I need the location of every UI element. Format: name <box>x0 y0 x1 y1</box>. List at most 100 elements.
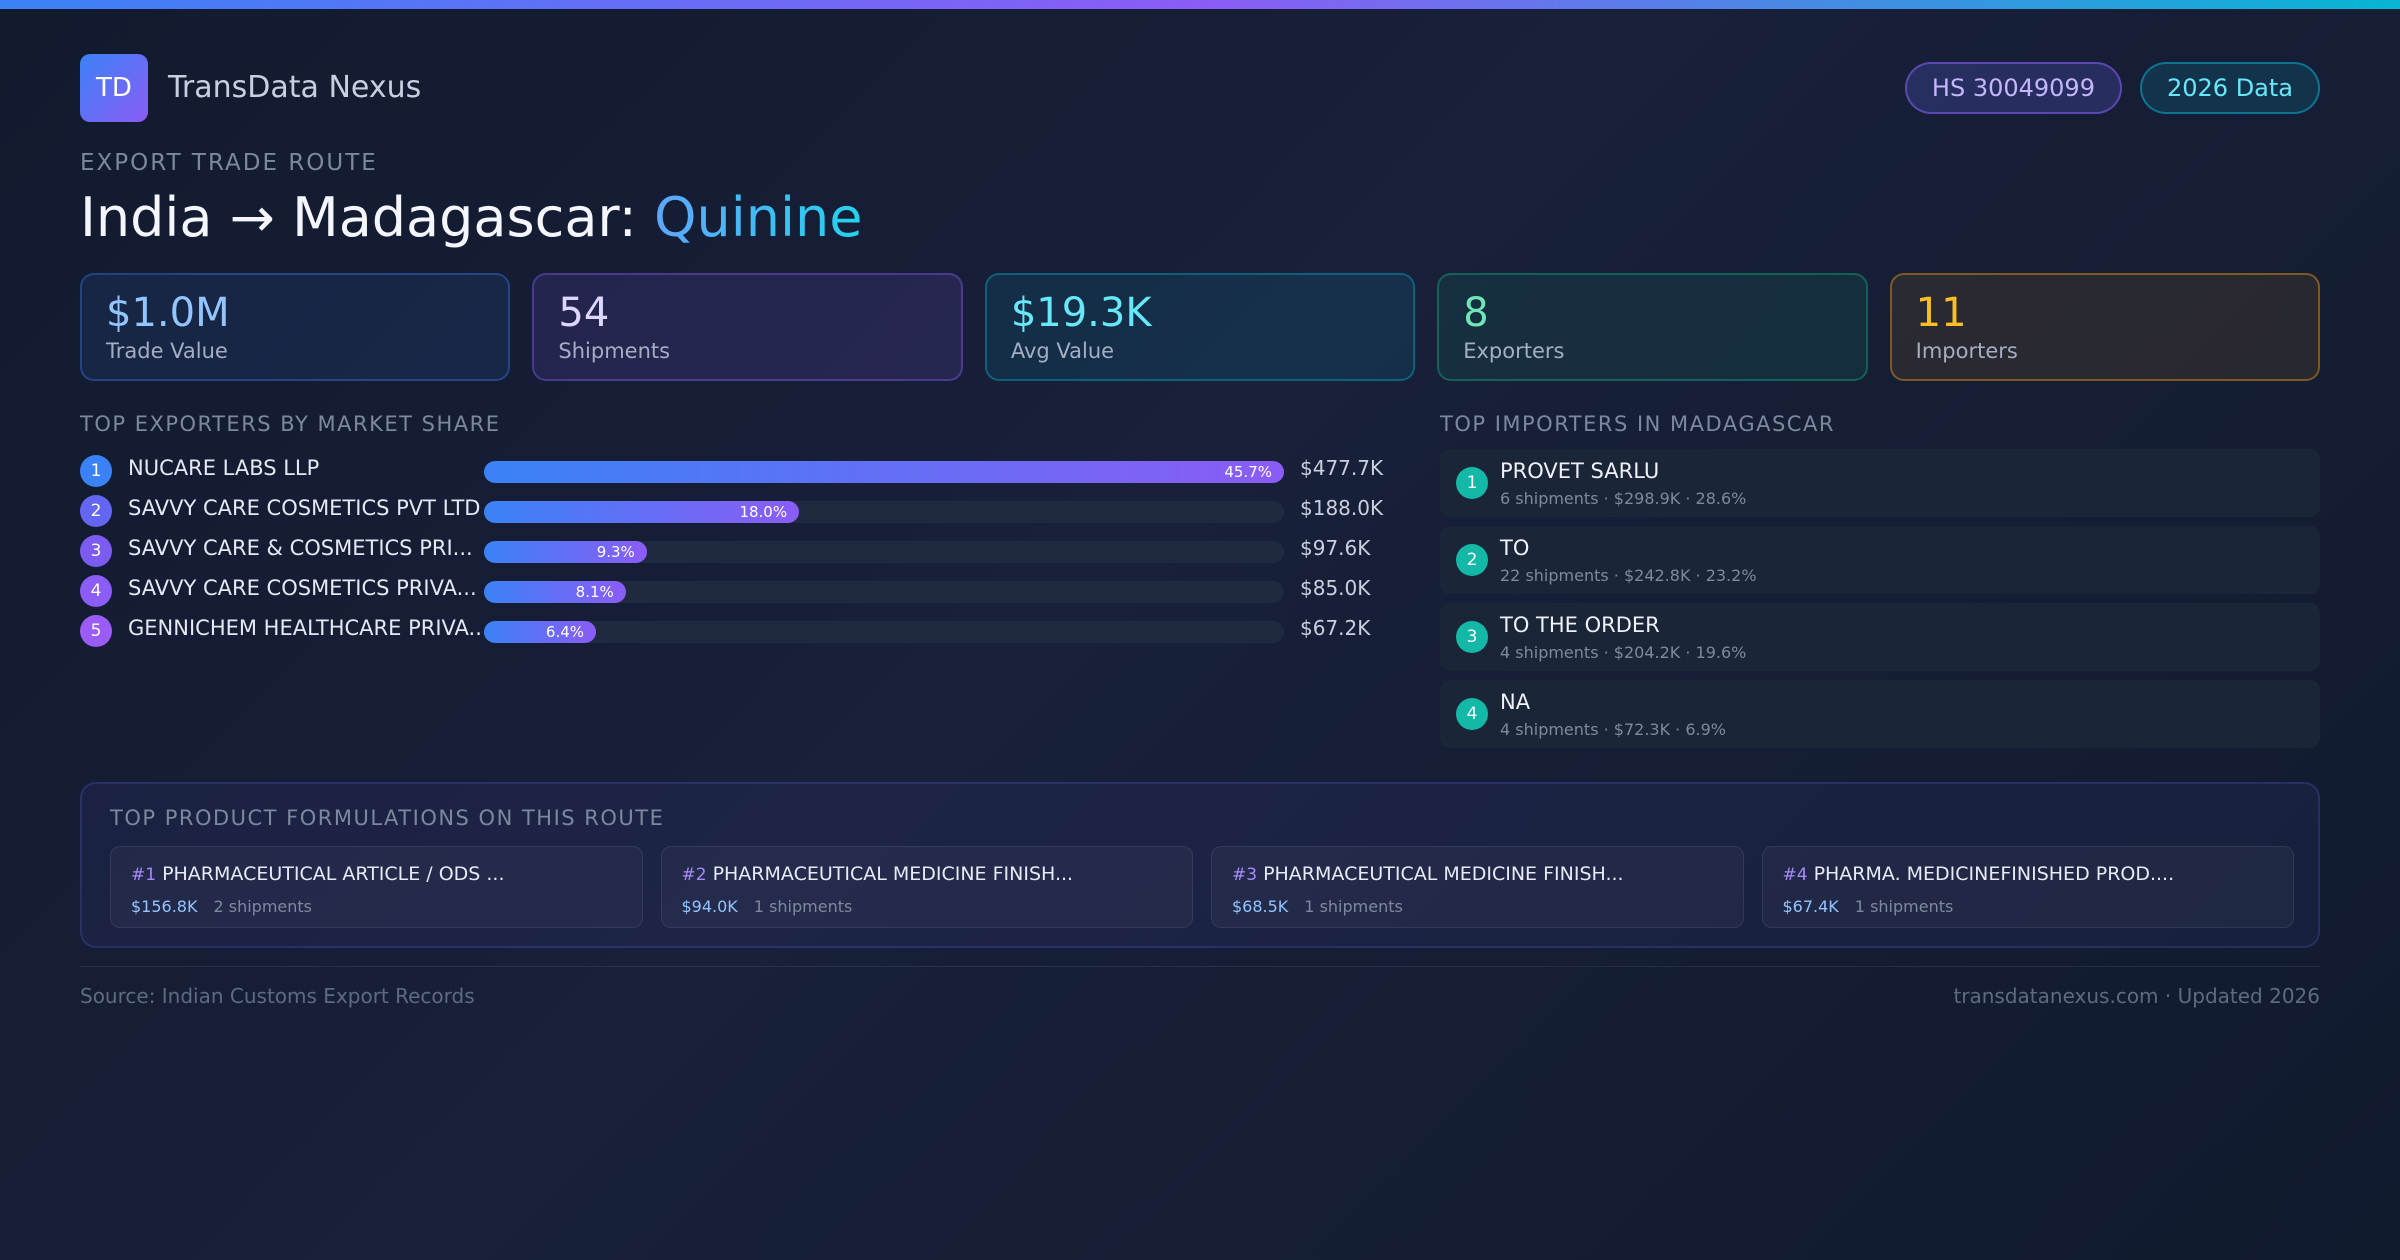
route-title-prefix: India → Madagascar: <box>80 186 655 249</box>
formulation-value: $156.8K <box>131 897 198 916</box>
importer-name: NA <box>1500 690 1531 714</box>
formulation-rank: #2 <box>681 865 707 885</box>
stat-label: Trade Value <box>106 339 228 363</box>
share-bar-fill: 45.7% <box>484 461 1284 483</box>
hs-code-badge[interactable]: HS 30049099 <box>1904 62 2122 114</box>
share-bar-track: 18.0% <box>484 501 1284 523</box>
stat-label: Importers <box>1915 339 2018 363</box>
exporter-row[interactable]: 5 GENNICHEM HEALTHCARE PRIVA... 6.4% $67… <box>80 610 1380 650</box>
route-eyebrow: EXPORT TRADE ROUTE <box>80 150 378 176</box>
importer-meta: 6 shipments · $298.9K · 28.6% <box>1500 489 1747 508</box>
exporter-name: SAVVY CARE COSMETICS PVT LTD <box>128 496 481 520</box>
share-bar-track: 6.4% <box>484 621 1284 643</box>
formulation-card[interactable]: #2 PHARMACEUTICAL MEDICINE FINISH... $94.… <box>660 846 1193 928</box>
rank-badge: 1 <box>1456 467 1488 499</box>
rank-badge: 4 <box>80 575 112 607</box>
stats-row: $1.0M Trade Value 54 Shipments $19.3K Av… <box>80 273 2321 381</box>
importer-name: PROVET SARLU <box>1500 459 1660 483</box>
importer-meta: 22 shipments · $242.8K · 23.2% <box>1500 566 1757 585</box>
stat-value: 8 <box>1463 290 1489 336</box>
exporter-value: $85.0K <box>1300 576 1371 600</box>
stat-card-importers: 11 Importers <box>1889 273 2321 381</box>
share-bar-fill: 8.1% <box>484 581 626 603</box>
header: TD TransData Nexus HS 30049099 2026 Data <box>80 54 2320 122</box>
formulation-name: PHARMACEUTICAL MEDICINE FINISH... <box>1263 863 1624 885</box>
page-title: India → Madagascar: Quinine <box>80 186 862 249</box>
stat-value: $19.3K <box>1010 290 1152 336</box>
formulations-heading: TOP PRODUCT FORMULATIONS ON THIS ROUTE <box>110 806 665 830</box>
exporter-value: $97.6K <box>1300 536 1371 560</box>
brand-logo[interactable]: TD <box>80 54 148 122</box>
importer-card[interactable]: 4 NA 4 shipments · $72.3K · 6.9% <box>1440 680 2320 748</box>
share-percent: 18.0% <box>739 503 788 521</box>
formulation-value: $94.0K <box>681 897 738 916</box>
share-bar-track: 8.1% <box>484 581 1284 603</box>
formulation-value: $67.4K <box>1782 897 1839 916</box>
rank-badge: 2 <box>1456 544 1488 576</box>
stat-card-exporters: 8 Exporters <box>1437 273 1868 381</box>
top-accent-bar <box>0 0 2400 9</box>
formulations-grid: #1 PHARMACEUTICAL ARTICLE / ODS ... $156.… <box>110 846 2294 928</box>
importer-card[interactable]: 3 TO THE ORDER 4 shipments · $204.2K · 1… <box>1440 603 2320 671</box>
importer-card[interactable]: 2 TO 22 shipments · $242.8K · 23.2% <box>1440 526 2320 594</box>
formulation-value: $68.5K <box>1232 897 1289 916</box>
exporter-name: GENNICHEM HEALTHCARE PRIVA... <box>128 616 489 640</box>
exporters-heading: TOP EXPORTERS BY MARKET SHARE <box>80 412 501 436</box>
share-percent: 9.3% <box>596 543 635 561</box>
importer-meta: 4 shipments · $204.2K · 19.6% <box>1500 643 1747 662</box>
data-year-badge[interactable]: 2026 Data <box>2139 62 2320 114</box>
exporter-name: NUCARE LABS LLP <box>128 456 320 480</box>
importers-heading: TOP IMPORTERS IN MADAGASCAR <box>1440 412 1835 436</box>
formulation-name: PHARMACEUTICAL MEDICINE FINISH... <box>712 863 1074 885</box>
rank-badge: 3 <box>80 535 112 567</box>
stat-value: 54 <box>558 290 610 336</box>
importer-name: TO <box>1500 536 1530 560</box>
stat-value: $1.0M <box>106 290 230 336</box>
exporter-name: SAVVY CARE & COSMETICS PRI... <box>128 536 473 560</box>
share-percent: 8.1% <box>575 583 614 601</box>
footer-source: Source: Indian Customs Export Records <box>80 984 475 1008</box>
formulation-card[interactable]: #4 PHARMA. MEDICINEFINISHED PROD.... $67.… <box>1761 846 2294 928</box>
formulation-rank: #1 <box>131 865 157 885</box>
exporter-row[interactable]: 4 SAVVY CARE COSMETICS PRIVA... 8.1% $85… <box>80 570 1380 610</box>
stat-card-avg-value: $19.3K Avg Value <box>984 273 1416 381</box>
share-percent: 45.7% <box>1224 463 1272 481</box>
share-bar-track: 9.3% <box>484 541 1284 563</box>
importer-card[interactable]: 1 PROVET SARLU 6 shipments · $298.9K · 2… <box>1440 449 2320 517</box>
importer-name: TO THE ORDER <box>1500 613 1660 637</box>
rank-badge: 1 <box>80 455 112 487</box>
stat-label: Exporters <box>1463 339 1565 363</box>
rank-badge: 3 <box>1456 621 1488 653</box>
exporter-row[interactable]: 3 SAVVY CARE & COSMETICS PRI... 9.3% $97… <box>80 530 1380 570</box>
formulation-rank: #3 <box>1232 865 1258 885</box>
brand-name[interactable]: TransData Nexus <box>168 70 422 105</box>
exporter-value: $67.2K <box>1300 616 1371 640</box>
formulation-rank: #4 <box>1782 865 1808 885</box>
share-bar-fill: 6.4% <box>484 621 597 643</box>
exporter-row[interactable]: 2 SAVVY CARE COSMETICS PVT LTD 18.0% $18… <box>80 490 1384 530</box>
product-name: Quinine <box>654 186 863 249</box>
stat-label: Shipments <box>558 339 671 363</box>
rank-badge: 5 <box>80 615 112 647</box>
exporter-name: SAVVY CARE COSMETICS PRIVA... <box>128 576 477 600</box>
importers-list: 1 PROVET SARLU 6 shipments · $298.9K · 2… <box>1440 449 2320 757</box>
formulation-shipments: 1 shipments <box>753 897 853 916</box>
formulation-name: PHARMA. MEDICINEFINISHED PROD.... <box>1813 863 2175 885</box>
share-bar-fill: 18.0% <box>484 501 800 523</box>
exporter-row[interactable]: 1 NUCARE LABS LLP 45.7% $477.7K <box>80 450 1383 490</box>
share-bar-track: 45.7% <box>484 461 1284 483</box>
exporter-value: $188.0K <box>1300 496 1384 520</box>
share-percent: 6.4% <box>545 623 585 641</box>
footer-site-link[interactable]: transdatanexus.com · Updated 2026 <box>1953 984 2320 1008</box>
rank-badge: 4 <box>1456 698 1488 730</box>
footer-divider <box>80 966 2320 967</box>
exporters-list: 1 NUCARE LABS LLP 45.7% $477.7K 2 SAVVY … <box>80 450 1384 650</box>
formulation-shipments: 1 shipments <box>1304 897 1403 916</box>
formulation-card[interactable]: #1 PHARMACEUTICAL ARTICLE / ODS ... $156.… <box>110 846 643 928</box>
formulation-card[interactable]: #3 PHARMACEUTICAL MEDICINE FINISH... $68.… <box>1211 846 1744 928</box>
stat-card-shipments: 54 Shipments <box>532 273 963 381</box>
rank-badge: 2 <box>80 495 112 527</box>
formulation-shipments: 2 shipments <box>213 897 313 916</box>
stat-card-trade-value: $1.0M Trade Value <box>80 273 511 381</box>
formulations-panel: TOP PRODUCT FORMULATIONS ON THIS ROUTE #… <box>80 782 2320 948</box>
